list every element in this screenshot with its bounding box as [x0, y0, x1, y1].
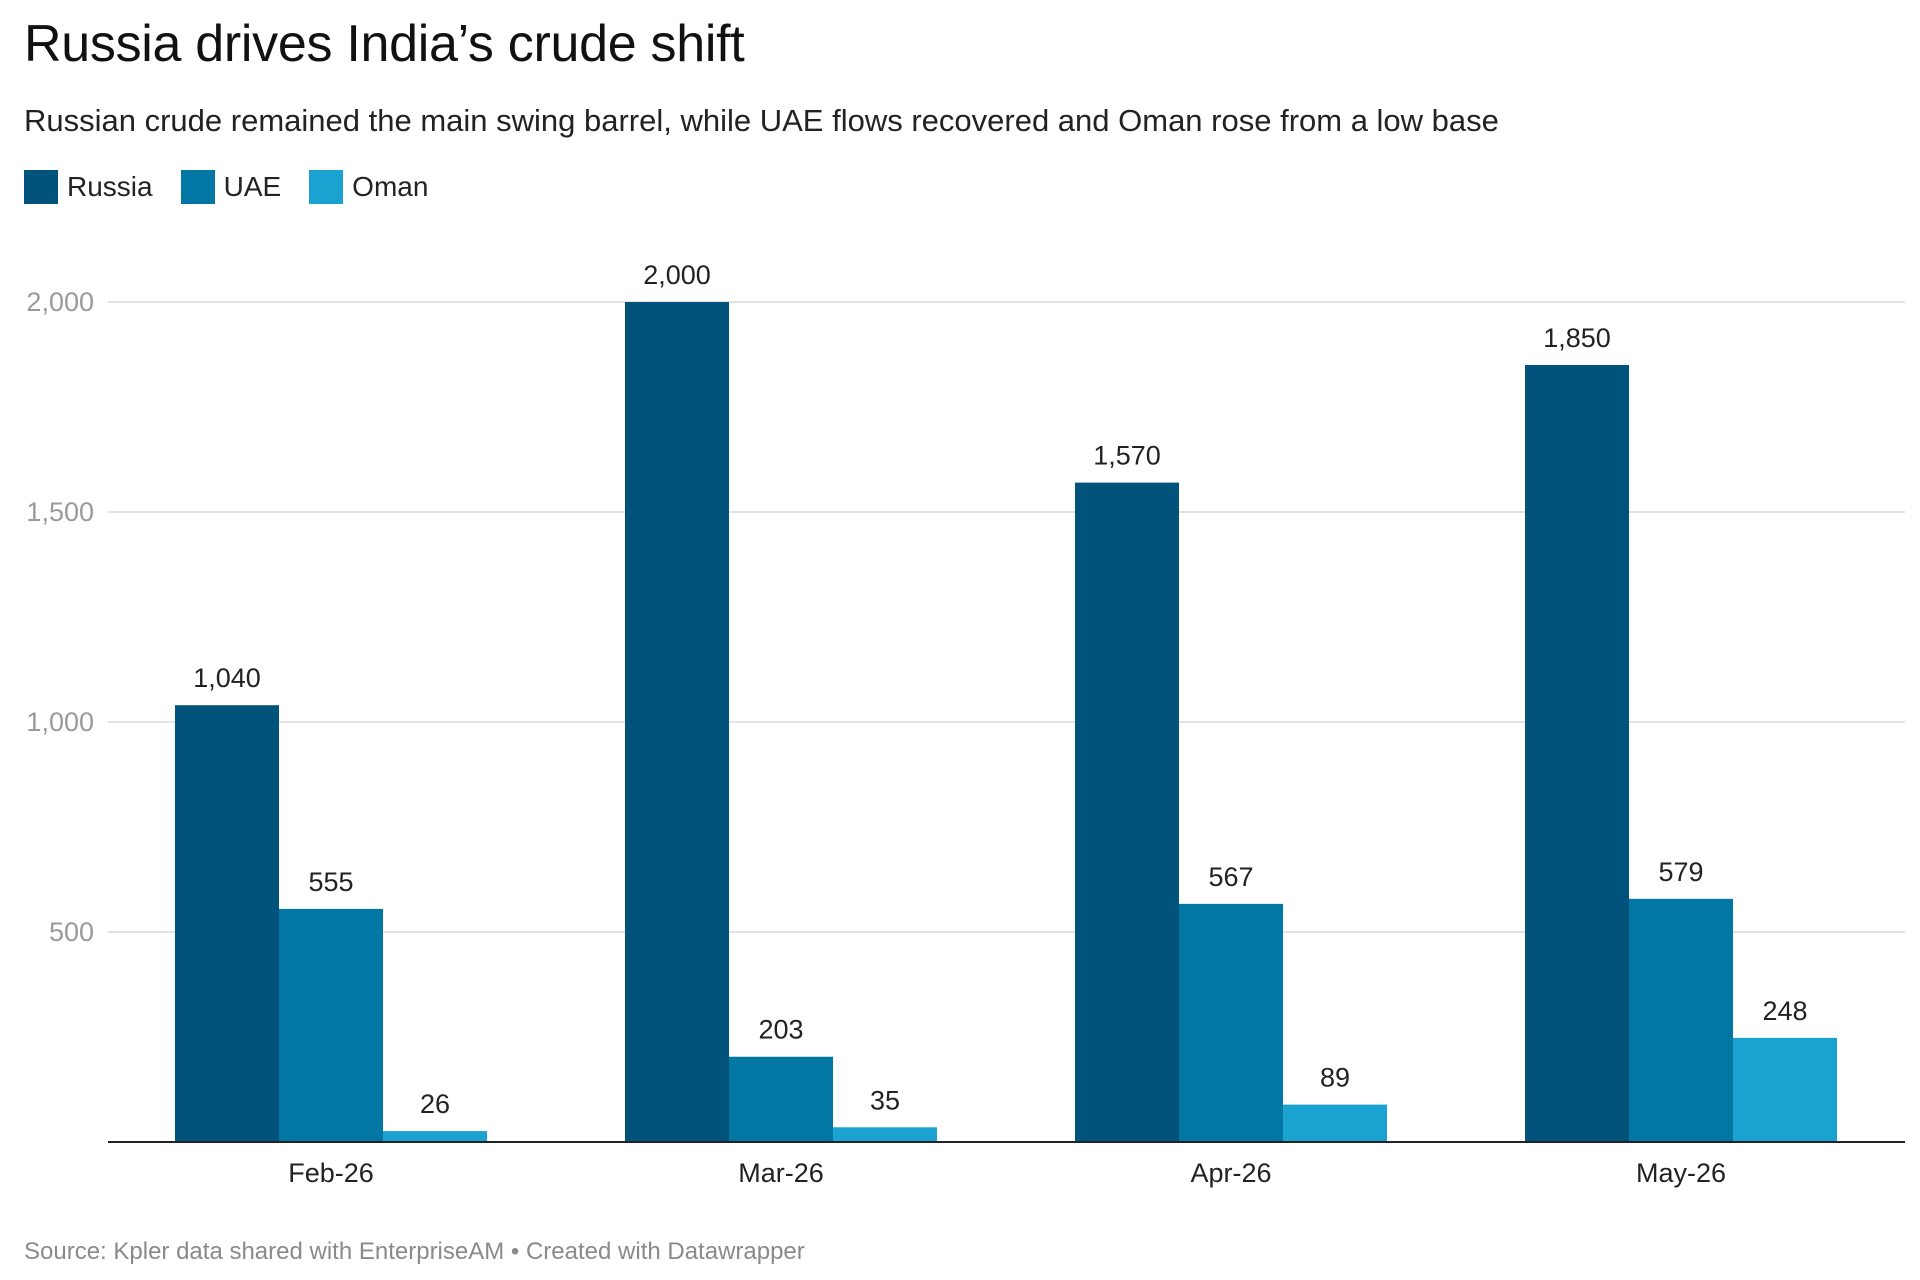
value-label-russia-apr-26: 1,570: [1093, 441, 1161, 471]
legend-item-russia: Russia: [24, 170, 153, 204]
bar-russia-apr-26: [1075, 482, 1179, 1143]
chart-subtitle: Russian crude remained the main swing ba…: [24, 103, 1499, 138]
bar-russia-may-26: [1525, 365, 1629, 1142]
value-label-uae-mar-26: 203: [758, 1015, 803, 1045]
legend-label-russia: Russia: [67, 171, 153, 202]
y-tick-label-1-500: 1,500: [26, 497, 94, 527]
value-label-oman-mar-26: 35: [870, 1085, 900, 1115]
x-tick-label-mar-26: Mar-26: [738, 1158, 824, 1188]
bar-oman-mar-26: [833, 1127, 937, 1142]
bar-oman-feb-26: [383, 1131, 487, 1142]
value-label-oman-may-26: 248: [1762, 996, 1807, 1026]
bar-uae-mar-26: [729, 1056, 833, 1142]
bar-oman-may-26: [1733, 1037, 1837, 1142]
legend-item-uae: UAE: [180, 170, 282, 204]
chart-title: Russia drives India’s crude shift: [24, 15, 745, 73]
bar-oman-apr-26: [1283, 1104, 1387, 1142]
value-label-russia-feb-26: 1,040: [193, 663, 261, 693]
legend: Russia UAE Oman: [24, 170, 428, 204]
legend-swatch-uae: [180, 170, 215, 204]
legend-swatch-oman: [309, 170, 344, 204]
x-tick-label-feb-26: Feb-26: [288, 1158, 374, 1188]
chart-footer: Source: Kpler data shared with Enterpris…: [24, 1238, 805, 1265]
value-label-uae-apr-26: 567: [1208, 862, 1253, 892]
x-tick-label-may-26: May-26: [1636, 1158, 1726, 1188]
value-label-russia-may-26: 1,850: [1543, 323, 1611, 353]
legend-label-oman: Oman: [352, 171, 429, 202]
bar-uae-may-26: [1629, 898, 1733, 1142]
bar-uae-apr-26: [1179, 903, 1283, 1142]
legend-item-oman: Oman: [309, 170, 428, 204]
bar-uae-feb-26: [279, 908, 383, 1142]
value-label-uae-may-26: 579: [1658, 857, 1703, 887]
value-label-russia-mar-26: 2,000: [643, 260, 711, 290]
legend-swatch-russia: [24, 170, 58, 204]
y-tick-label-1-000: 1,000: [26, 707, 94, 737]
value-label-oman-apr-26: 89: [1320, 1063, 1350, 1093]
x-tick-label-apr-26: Apr-26: [1190, 1158, 1271, 1188]
y-tick-label-500: 500: [49, 917, 94, 947]
y-tick-label-2-000: 2,000: [26, 287, 94, 317]
value-label-uae-feb-26: 555: [308, 867, 353, 897]
legend-label-uae: UAE: [223, 171, 282, 202]
bar-russia-feb-26: [175, 705, 279, 1142]
bar-russia-mar-26: [625, 302, 729, 1142]
value-label-oman-feb-26: 26: [420, 1089, 450, 1119]
